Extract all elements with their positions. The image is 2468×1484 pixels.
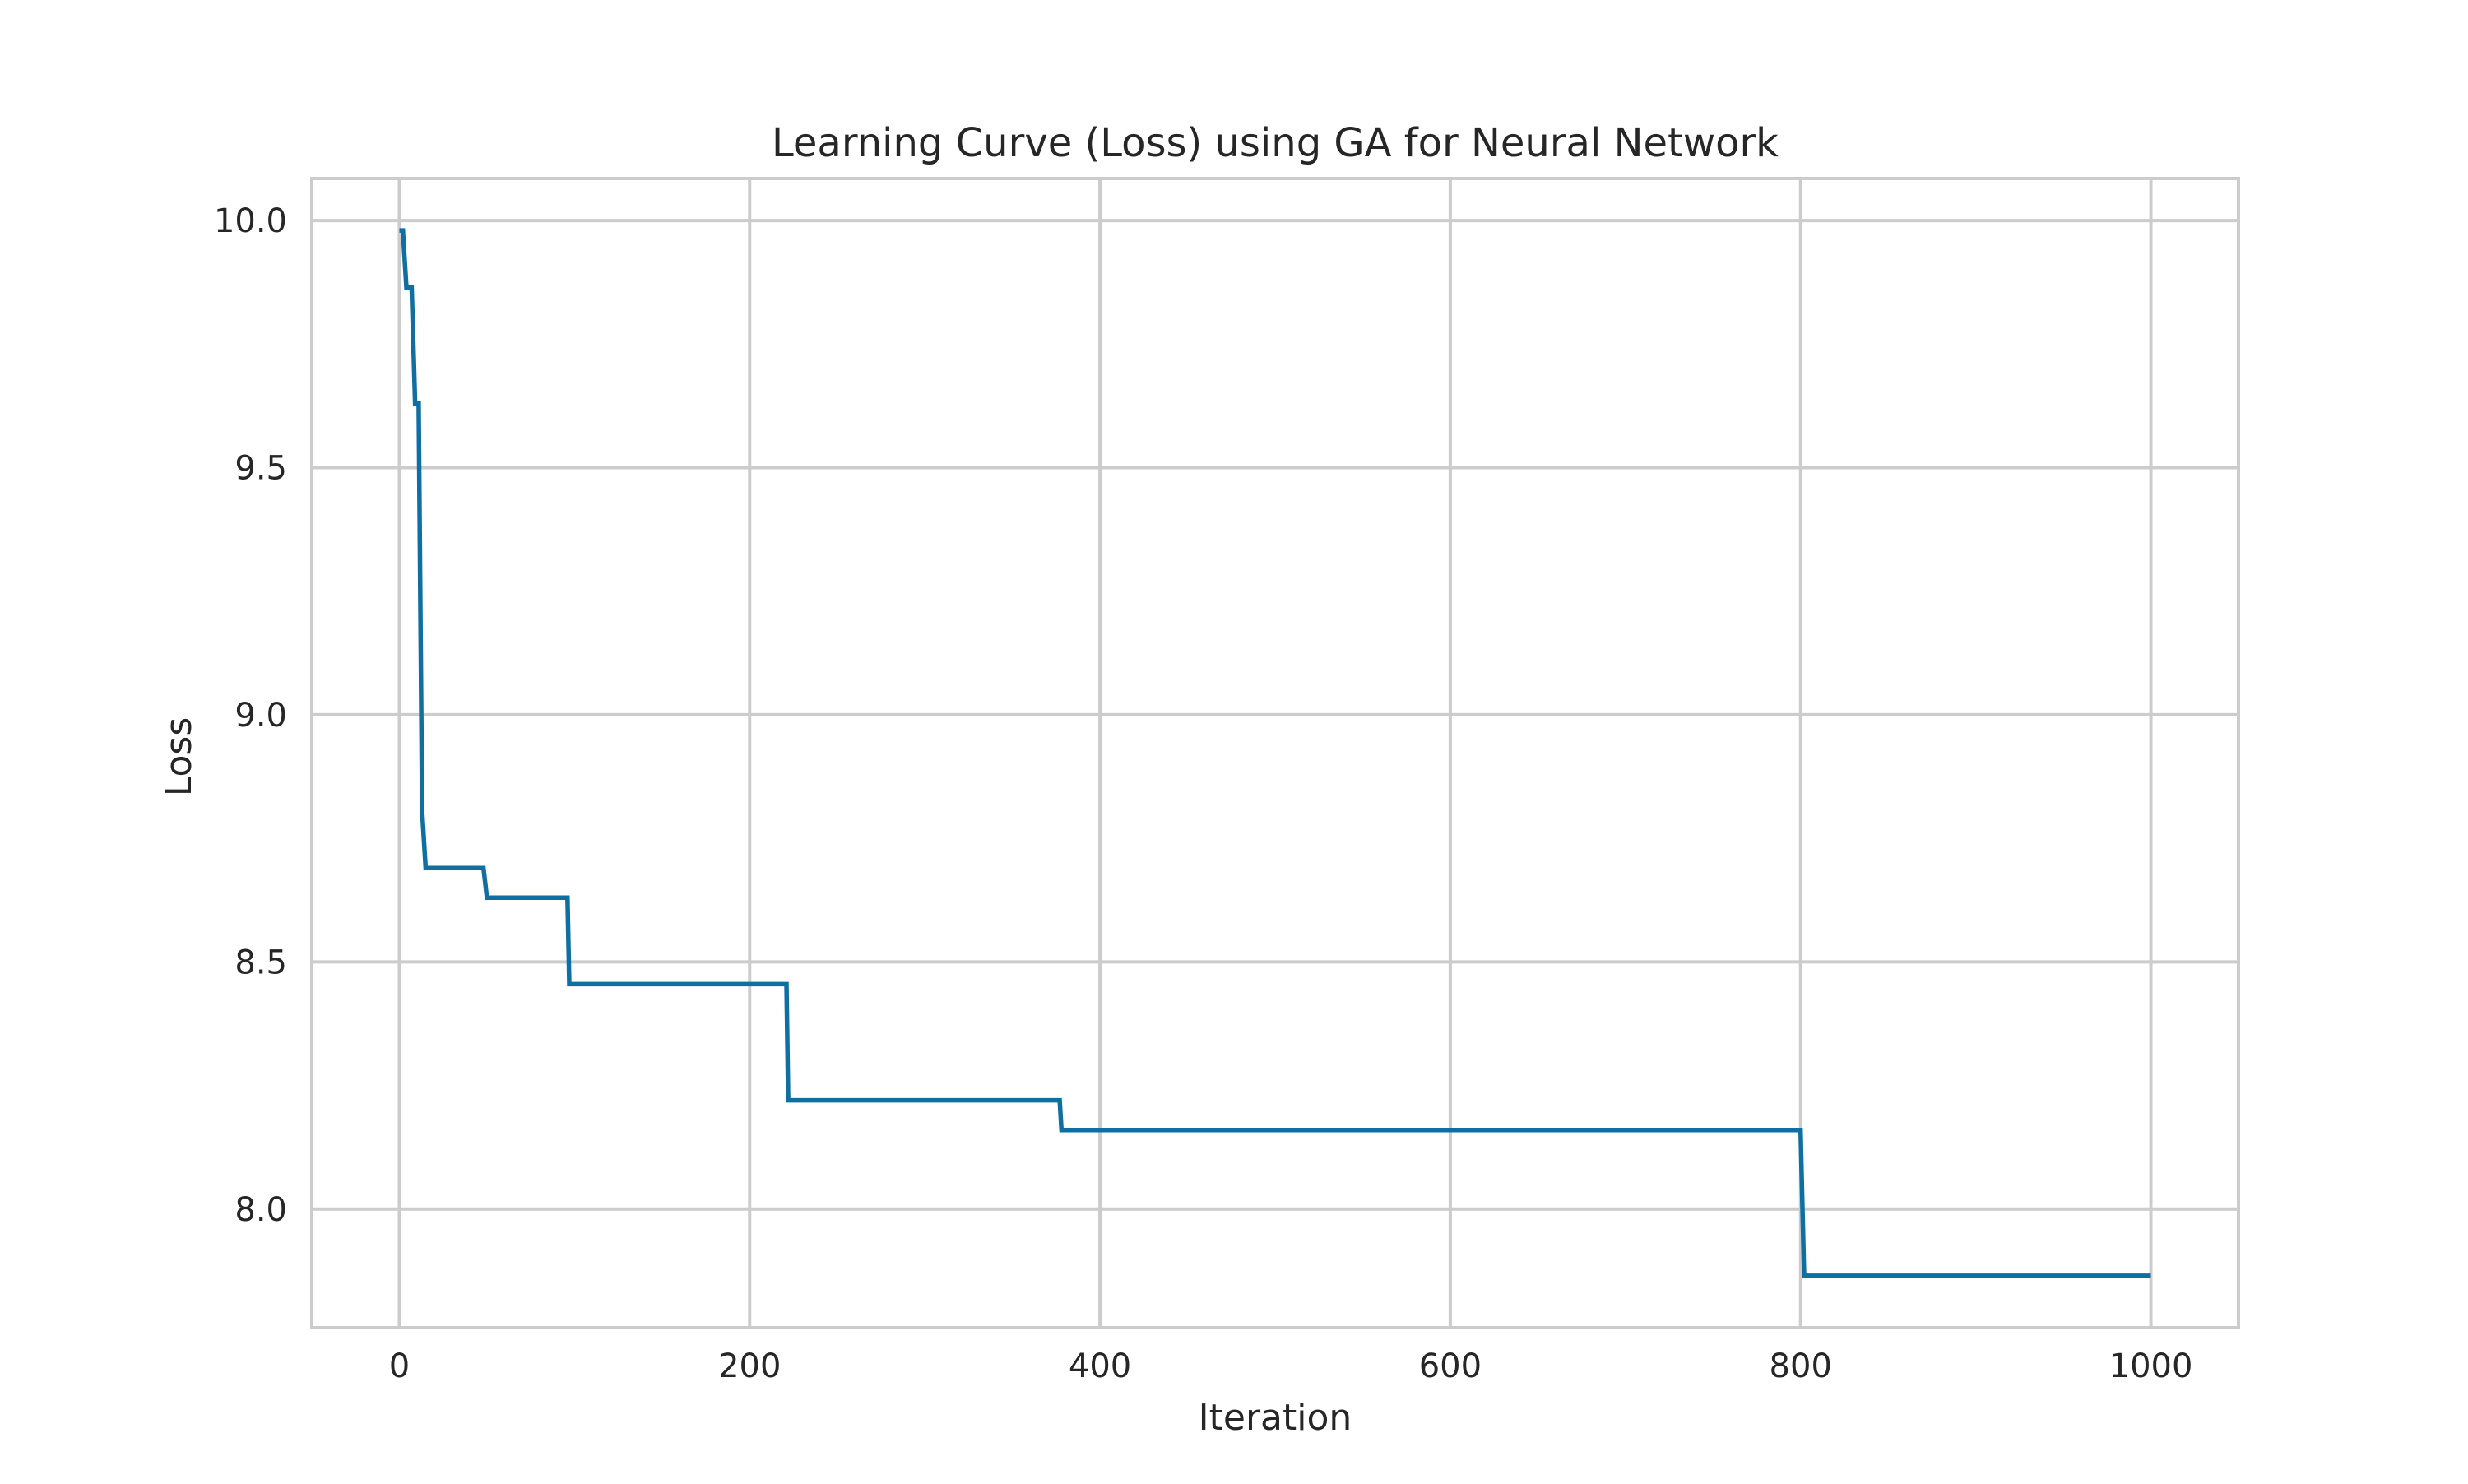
- y-tick-label: 8.0: [234, 1191, 287, 1229]
- x-axis-label: Iteration: [1199, 1397, 1352, 1439]
- x-tick-label: 200: [718, 1347, 781, 1385]
- y-tick-label: 8.5: [234, 944, 287, 981]
- y-tick-label: 10.0: [214, 202, 287, 240]
- x-tick-label: 800: [1770, 1347, 1832, 1385]
- x-tick-label: 600: [1419, 1347, 1482, 1385]
- loss-series-line: [399, 228, 2151, 1278]
- y-tick-label: 9.0: [234, 697, 287, 735]
- y-axis-label: Loss: [158, 717, 200, 797]
- x-tick-label: 0: [389, 1347, 410, 1385]
- tick-labels: 0 200 400 600 800 1000 8.0 8.5 9.0 9.5 10.0: [214, 202, 2193, 1385]
- x-tick-label: 1000: [2109, 1347, 2193, 1385]
- x-tick-label: 400: [1069, 1347, 1131, 1385]
- series-layer: [399, 228, 2151, 1278]
- y-tick-label: 9.5: [234, 450, 287, 488]
- plot-frame: [310, 177, 2240, 1329]
- grid-layer: [312, 179, 2238, 1328]
- chart-title: Learning Curve (Loss) using GA for Neura…: [772, 120, 1779, 166]
